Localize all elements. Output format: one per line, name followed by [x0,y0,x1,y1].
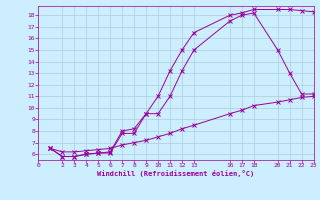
X-axis label: Windchill (Refroidissement éolien,°C): Windchill (Refroidissement éolien,°C) [97,170,255,177]
